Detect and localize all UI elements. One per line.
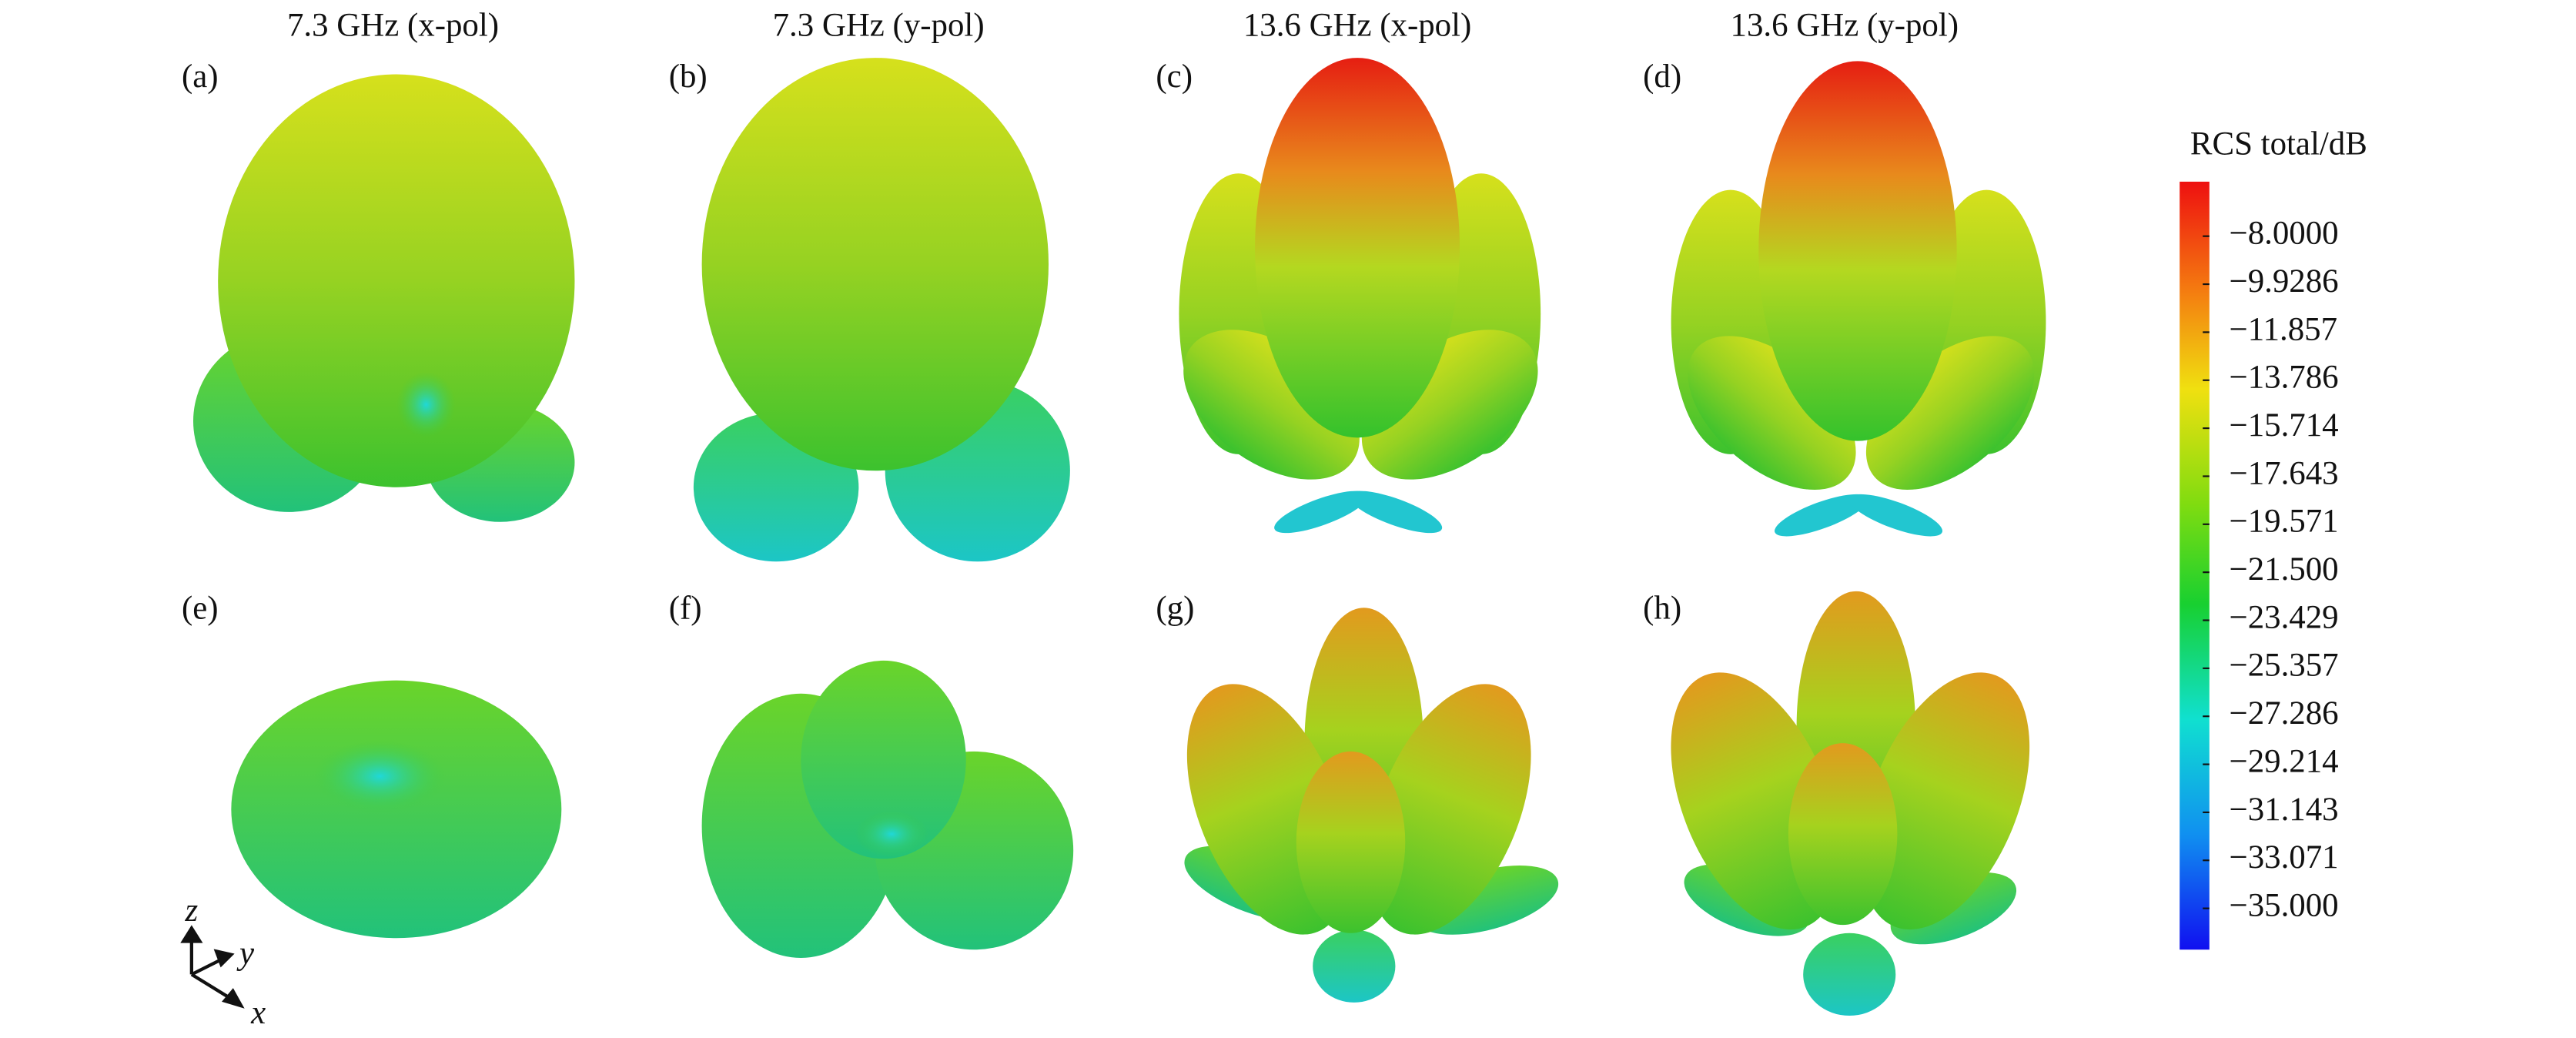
colorbar-tick-label: −29.214 <box>2230 743 2339 779</box>
axis-label-x: x <box>250 995 266 1031</box>
colorbar-tick-label: −35.000 <box>2230 887 2339 923</box>
panel-label: (a) <box>182 59 219 95</box>
pattern-d <box>1671 61 2046 537</box>
pattern-e <box>231 680 562 939</box>
axis-triad <box>180 925 245 1009</box>
colorbar-tick-label: −27.286 <box>2230 695 2339 732</box>
colorbar-tick-label: −15.714 <box>2230 407 2339 444</box>
panel-label: (c) <box>1156 59 1193 95</box>
panel-label: (f) <box>669 590 702 626</box>
pattern-b <box>693 58 1070 562</box>
colorbar-tick-label: −13.786 <box>2230 360 2339 396</box>
axis-label-y: y <box>236 936 255 972</box>
colorbar-tick-label: −25.357 <box>2230 648 2339 684</box>
axis-label-z: z <box>185 892 199 929</box>
panel-label: (b) <box>669 59 708 95</box>
pattern-a <box>193 74 575 522</box>
colorbar-title: RCS total/dB <box>2190 126 2367 162</box>
colorbar-tick-label: −11.857 <box>2230 311 2338 347</box>
colorbar-tick-label: −17.643 <box>2230 455 2339 491</box>
panel-label: (e) <box>182 590 219 626</box>
pattern-h <box>1671 591 2030 1016</box>
panel-label: (d) <box>1643 59 1681 95</box>
column-header: 7.3 GHz (x-pol) <box>287 7 499 43</box>
column-header: 7.3 GHz (y-pol) <box>773 7 985 43</box>
colorbar-tick-label: −9.9286 <box>2230 263 2339 300</box>
colorbar <box>2180 181 2210 950</box>
pattern-g <box>1184 608 1559 1003</box>
colorbar-tick-label: −23.429 <box>2230 599 2339 635</box>
panel-label: (g) <box>1156 590 1194 626</box>
colorbar-tick-label: −8.0000 <box>2230 216 2339 252</box>
column-header: 13.6 GHz (y-pol) <box>1731 7 1959 43</box>
pattern-c <box>1179 58 1541 534</box>
column-header: 13.6 GHz (x-pol) <box>1243 7 1471 43</box>
colorbar-tick-label: −19.571 <box>2230 504 2339 540</box>
colorbar-tick-label: −33.071 <box>2230 839 2339 876</box>
pattern-f <box>701 660 1074 958</box>
colorbar-tick-label: −21.500 <box>2230 551 2339 588</box>
panel-label: (h) <box>1643 590 1681 626</box>
colorbar-tick-label: −31.143 <box>2230 792 2339 828</box>
